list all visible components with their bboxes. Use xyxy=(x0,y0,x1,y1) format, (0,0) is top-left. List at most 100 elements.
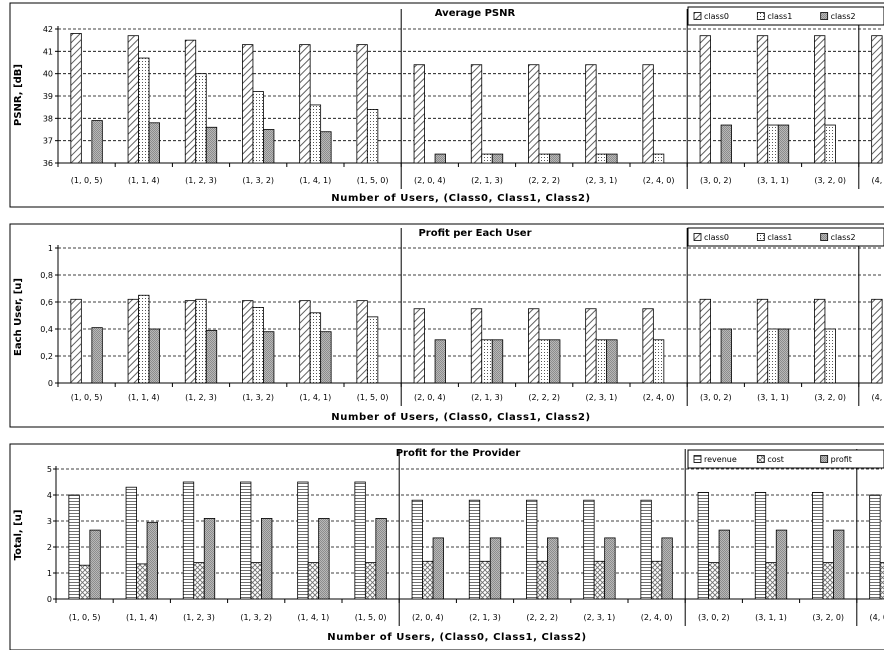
bar-cost xyxy=(822,562,834,600)
y-tick-label: 1 xyxy=(47,569,52,578)
bar-class2 xyxy=(549,153,561,164)
chart-frame xyxy=(9,443,884,650)
bar-class0 xyxy=(699,298,711,384)
provider-profit-chart: Profit for the Provider Number of Users,… xyxy=(9,443,884,650)
category-label: (2, 3, 1) xyxy=(586,393,618,402)
y-tick-label: 36 xyxy=(43,159,53,168)
bar-class2 xyxy=(491,153,504,164)
y-tick-label: 0,4 xyxy=(40,325,53,334)
legend-swatch xyxy=(693,455,702,463)
bar-class1 xyxy=(538,153,550,164)
bar-cost xyxy=(78,564,91,600)
bar-class1 xyxy=(767,328,779,384)
bar-class1 xyxy=(652,153,665,164)
y-tick-label: 0 xyxy=(47,595,52,604)
legend-label: class2 xyxy=(831,233,856,242)
bar-class0 xyxy=(470,64,483,164)
category-label: (3, 1, 1) xyxy=(757,176,789,185)
bar-class2 xyxy=(720,328,732,384)
bar-class2 xyxy=(205,126,218,164)
bar-class0 xyxy=(642,308,654,384)
legend-label: class1 xyxy=(767,233,792,242)
category-label: (2, 2, 2) xyxy=(528,176,560,185)
bar-class1 xyxy=(252,306,264,384)
legend-box xyxy=(687,227,884,247)
bar-class0 xyxy=(585,308,597,384)
bar-class2 xyxy=(491,339,504,384)
bar-class1 xyxy=(824,124,836,164)
bar-class1 xyxy=(824,328,836,384)
bar-class1 xyxy=(481,153,493,164)
bar-class0 xyxy=(528,308,540,384)
category-label: (1, 5, 0) xyxy=(357,176,389,185)
category-label: (2, 0, 4) xyxy=(412,613,444,622)
bar-class0 xyxy=(356,300,368,384)
legend-box xyxy=(687,6,884,26)
category-label: (1, 0, 5) xyxy=(71,176,103,185)
bar-profit xyxy=(318,518,330,600)
category-label: (3, 2, 0) xyxy=(814,176,846,185)
bar-class0 xyxy=(528,64,540,164)
category-label: (1, 4, 1) xyxy=(300,176,332,185)
legend-swatch xyxy=(756,233,765,241)
bar-class0 xyxy=(127,298,139,384)
average-psnr-chart: Average PSNR Number of Users, (Class0, C… xyxy=(9,2,884,208)
bar-profit xyxy=(261,518,273,600)
bar-class0 xyxy=(184,300,197,384)
bar-class2 xyxy=(434,153,446,164)
bar-class0 xyxy=(871,35,883,164)
category-label: (4, 0, 0) xyxy=(870,613,884,622)
legend-label: profit xyxy=(831,455,852,464)
bar-class1 xyxy=(309,312,322,384)
y-tick-label: 4 xyxy=(47,491,52,500)
bar-revenue xyxy=(869,494,881,600)
category-label: (2, 1, 3) xyxy=(469,613,501,622)
bar-class2 xyxy=(777,328,790,384)
bar-revenue xyxy=(812,491,824,600)
bar-class0 xyxy=(413,64,425,164)
category-label: (3, 2, 0) xyxy=(814,393,846,402)
bar-revenue xyxy=(468,499,481,600)
bar-revenue xyxy=(697,491,709,600)
bar-revenue xyxy=(297,481,309,600)
bar-class0 xyxy=(70,298,82,384)
category-label: (1, 4, 1) xyxy=(300,393,332,402)
x-axis-label: Number of Users, (Class0, Class1, Class2… xyxy=(327,632,586,643)
bar-class0 xyxy=(814,35,826,164)
bar-class1 xyxy=(538,339,550,384)
bar-class2 xyxy=(148,328,160,384)
bar-class2 xyxy=(148,122,160,164)
legend-label: class0 xyxy=(704,233,729,242)
y-tick-label: 40 xyxy=(43,70,53,79)
category-label: (3, 2, 0) xyxy=(812,613,844,622)
bar-revenue xyxy=(68,494,80,600)
bar-profit xyxy=(833,529,845,600)
bar-cost xyxy=(479,560,491,600)
bar-revenue xyxy=(754,491,767,600)
bar-revenue xyxy=(354,481,366,600)
category-label: (2, 3, 1) xyxy=(586,176,618,185)
x-axis-label: Number of Users, (Class0, Class1, Class2… xyxy=(331,412,590,423)
category-label: (4, 0, 0) xyxy=(872,393,884,402)
legend-swatch xyxy=(756,455,765,463)
bar-class1 xyxy=(481,339,493,384)
category-label: (3, 0, 2) xyxy=(700,393,732,402)
bar-class2 xyxy=(205,329,218,384)
chart-title: Profit for the Provider xyxy=(396,448,521,459)
bar-class0 xyxy=(871,298,883,384)
category-label: (3, 0, 2) xyxy=(700,176,732,185)
bar-cost xyxy=(650,560,663,600)
bar-cost xyxy=(307,562,320,600)
bar-class1 xyxy=(138,294,150,384)
legend-swatch xyxy=(820,233,829,241)
y-tick-label: 0,2 xyxy=(40,352,53,361)
y-tick-label: 41 xyxy=(43,47,53,56)
x-axis-label: Number of Users, (Class0, Class1, Class2… xyxy=(331,193,590,204)
bar-class0 xyxy=(242,300,254,384)
bar-class2 xyxy=(320,331,332,384)
bar-class2 xyxy=(434,339,446,384)
category-label: (2, 0, 4) xyxy=(414,176,446,185)
category-label: (3, 1, 1) xyxy=(755,613,787,622)
bar-profit xyxy=(661,537,673,600)
